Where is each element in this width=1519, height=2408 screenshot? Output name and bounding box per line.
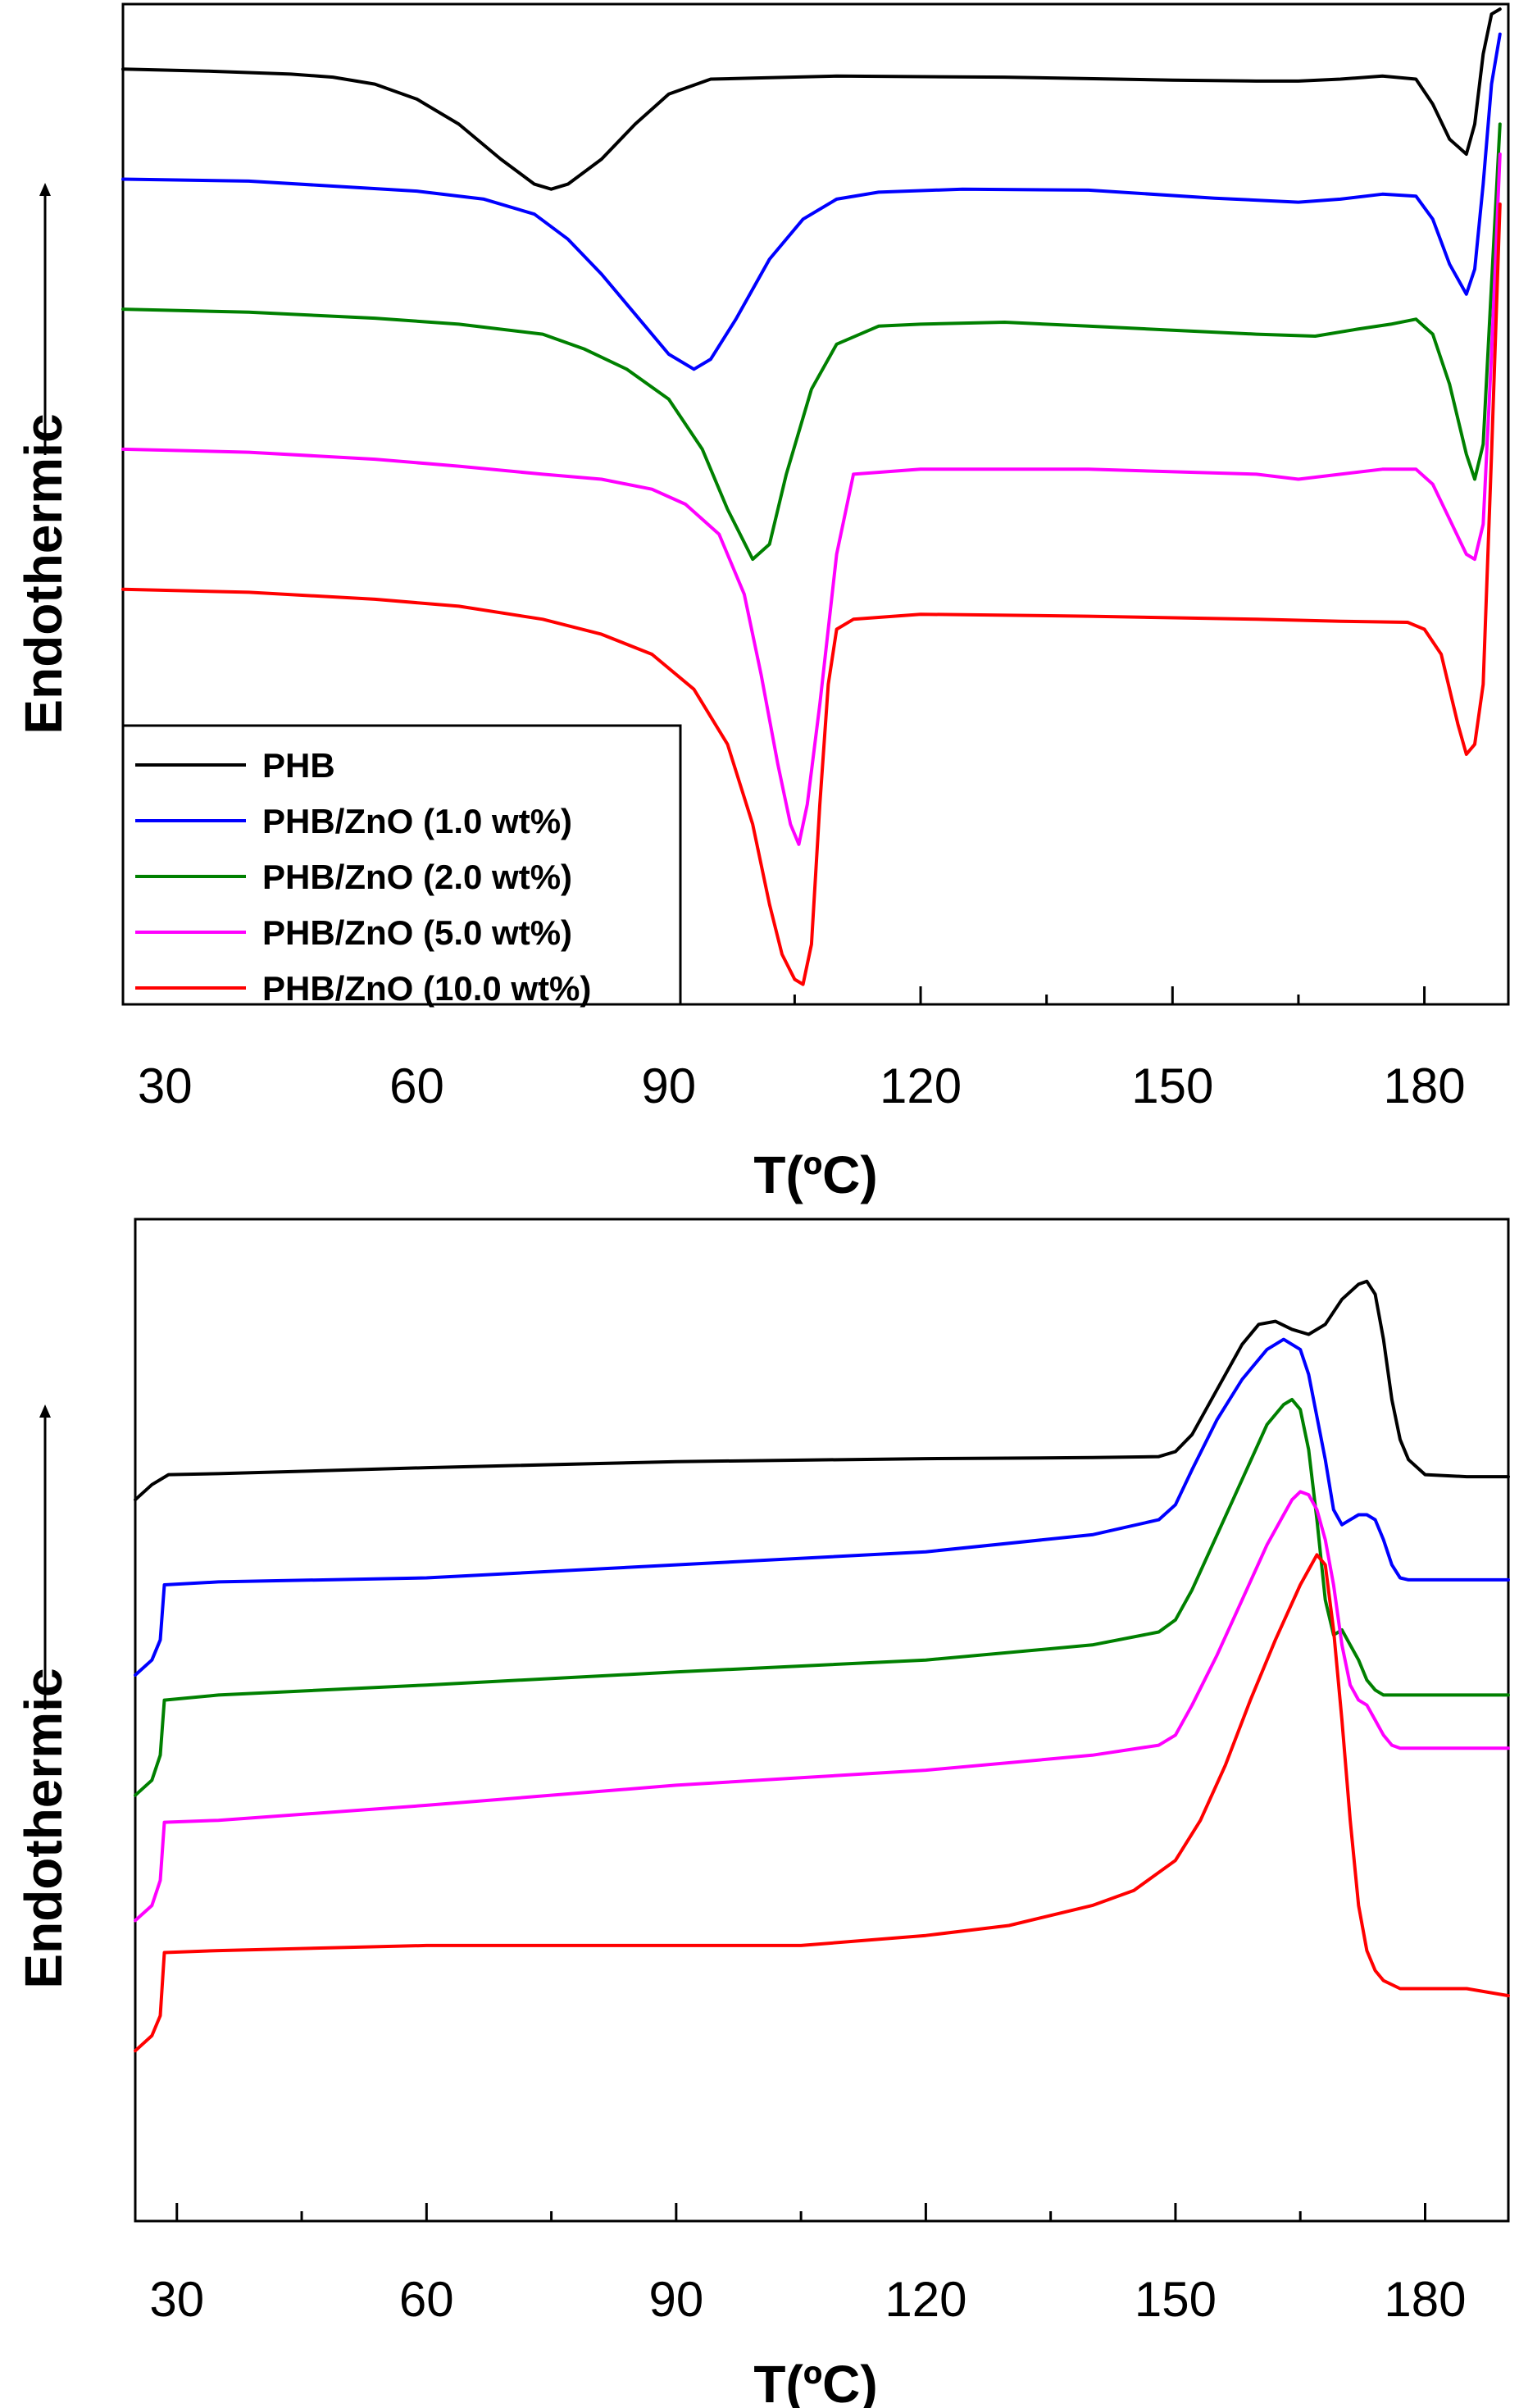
bottom-y-axis-arrow-head (39, 1404, 51, 1418)
legend-label-0: PHB (262, 746, 335, 785)
top-x-tick-label: 90 (641, 1058, 696, 1113)
top-y-axis-title-group: Endothermic (14, 183, 73, 735)
bottom-x-tick-label: 120 (885, 2272, 966, 2327)
top-series-line-3 (121, 152, 1502, 846)
bottom-series-line-4 (134, 1553, 1510, 2053)
top-x-tick-label: 30 (138, 1058, 193, 1113)
bottom-x-axis: 30 60 90 120 150 180 (149, 2203, 1467, 2327)
bottom-y-axis-title: Endothermic (14, 1668, 73, 1988)
top-x-axis: 30 60 90 120 150 180 (138, 986, 1466, 1113)
bottom-x-tick-label: 60 (399, 2272, 454, 2327)
top-series-line-4 (121, 203, 1502, 986)
top-x-axis-title: T(ºC) (753, 1145, 877, 1204)
top-y-axis-title: Endothermic (14, 413, 73, 734)
bottom-x-axis-title: T(ºC) (753, 2355, 877, 2408)
top-x-tick-label: 180 (1384, 1058, 1466, 1113)
top-legend: PHB PHB/ZnO (1.0 wt%) PHB/ZnO (2.0 wt%) PHB… (121, 724, 682, 1008)
top-x-tick-label: 120 (880, 1058, 962, 1113)
bottom-y-axis-title-group: Endothermic (14, 1404, 73, 1989)
bottom-series-line-1 (134, 1337, 1510, 1677)
bottom-series-line-2 (134, 1398, 1510, 1797)
bottom-x-tick-label: 150 (1135, 2272, 1217, 2327)
top-series-line-0 (121, 7, 1502, 191)
top-x-tick-label: 150 (1131, 1058, 1213, 1113)
top-series-line-2 (121, 122, 1502, 562)
bottom-series-group (134, 1279, 1510, 2053)
bottom-chart-panel: 30 60 90 120 150 180 T(ºC) Endothermic (14, 1218, 1510, 2408)
top-y-axis-arrow-head (39, 183, 51, 196)
bottom-series-line-0 (134, 1279, 1510, 1502)
legend-label-2: PHB/ZnO (2.0 wt%) (262, 858, 572, 896)
top-series-group (121, 7, 1502, 986)
top-legend-box (121, 724, 682, 1006)
top-plot-frame (121, 2, 1510, 1006)
bottom-series-line-3 (134, 1490, 1510, 1923)
bottom-plot-frame (134, 1218, 1510, 2223)
top-chart-panel: 30 60 90 120 150 180 T(ºC) Endothermic PHBPHB… (14, 2, 1510, 1204)
legend-label-1: PHB/ZnO (1.0 wt%) (262, 802, 572, 840)
legend-label-4: PHB/ZnO (10.0 wt%) (262, 969, 591, 1008)
top-series-line-1 (121, 32, 1502, 371)
legend-label-3: PHB/ZnO (5.0 wt%) (262, 913, 572, 952)
bottom-x-tick-label: 90 (648, 2272, 703, 2327)
top-x-tick-label: 60 (389, 1058, 444, 1113)
bottom-x-tick-label: 30 (149, 2272, 204, 2327)
bottom-x-tick-label: 180 (1384, 2272, 1466, 2327)
